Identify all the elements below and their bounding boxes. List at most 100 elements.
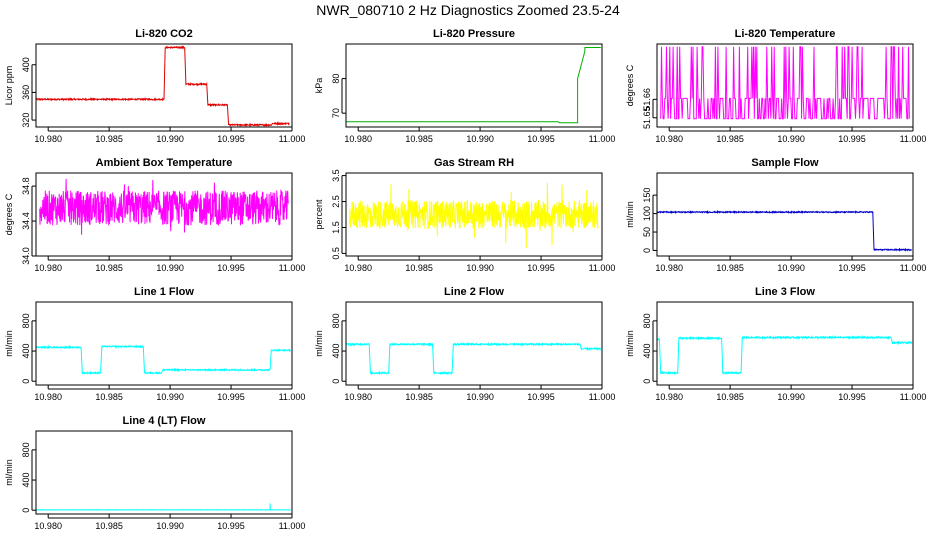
- y-tick-label: 70: [331, 108, 341, 118]
- plot-frame: [345, 43, 603, 128]
- x-tick-label: 10.980: [344, 134, 372, 144]
- x-tick-label: 10.985: [405, 134, 433, 144]
- x-tick-label: 10.985: [95, 134, 123, 144]
- x-tick-label: 11.000: [589, 392, 616, 402]
- y-tick-label: 400: [21, 473, 31, 488]
- x-tick-label: 10.980: [34, 521, 62, 531]
- y-tick-label: 51.65: [642, 107, 652, 130]
- y-tick-label: 400: [331, 344, 341, 359]
- y-tick-label: 800: [642, 313, 652, 328]
- series-line: [656, 210, 913, 252]
- panel-title: Li-820 Pressure: [433, 28, 515, 40]
- x-tick-label: 10.980: [655, 263, 683, 273]
- x-tick-label: 11.000: [589, 263, 616, 273]
- x-tick-label: 10.995: [527, 392, 555, 402]
- x-tick-label: 11.000: [279, 521, 306, 531]
- panel-title: Line 1 Flow: [134, 286, 194, 298]
- x-tick-label: 10.985: [405, 392, 433, 402]
- x-tick-label: 10.980: [34, 392, 62, 402]
- x-tick-label: 10.980: [34, 134, 62, 144]
- y-tick-label: 100: [642, 206, 652, 221]
- x-tick-label: 10.995: [527, 134, 555, 144]
- plot-frame: [35, 301, 293, 386]
- y-tick-label: 50: [642, 227, 652, 237]
- series-line: [36, 503, 291, 511]
- y-tick-label: 0: [642, 379, 652, 384]
- plot-frame: [656, 43, 914, 128]
- y-axis-label: ml/min: [4, 459, 14, 486]
- y-tick-label: 400: [21, 57, 31, 72]
- plot-frame: [35, 430, 293, 515]
- y-tick-label: 0: [642, 248, 652, 253]
- y-tick-label: 360: [21, 85, 31, 100]
- plot-frame: [35, 172, 293, 257]
- panel-title: Line 3 Flow: [755, 286, 815, 298]
- panel-2: Li-820 Pressure 10.980 10.985 10.990 10.995 1…: [314, 28, 615, 144]
- x-tick-label: 10.980: [655, 134, 683, 144]
- panel-10: Line 4 (LT) Flow 10.980 10.985 10.990 10.995…: [4, 415, 305, 531]
- plot-frame: [656, 172, 914, 257]
- x-tick-label: 10.985: [95, 263, 123, 273]
- y-tick-label: 400: [642, 344, 652, 359]
- y-axis-label: degrees C: [625, 64, 635, 106]
- x-tick-label: 11.000: [279, 263, 306, 273]
- x-tick-label: 10.985: [95, 392, 123, 402]
- x-tick-label: 10.990: [777, 263, 805, 273]
- x-tick-label: 10.980: [34, 263, 62, 273]
- y-tick-label: 0: [21, 379, 31, 384]
- x-tick-label: 10.995: [527, 263, 555, 273]
- x-tick-label: 10.990: [156, 134, 184, 144]
- x-tick-label: 11.000: [900, 392, 927, 402]
- plot-frame: [35, 43, 293, 128]
- x-tick-label: 10.990: [466, 392, 494, 402]
- series-line: [349, 182, 599, 249]
- panel-title: Line 4 (LT) Flow: [123, 415, 206, 427]
- panel-title: Gas Stream RH: [434, 157, 514, 169]
- x-tick-label: 10.990: [156, 392, 184, 402]
- plot-frame: [345, 301, 603, 386]
- y-tick-label: 2.5: [331, 195, 341, 208]
- panel-title: Ambient Box Temperature: [96, 157, 233, 169]
- y-tick-label: 34.0: [21, 247, 31, 265]
- y-tick-label: 800: [21, 442, 31, 457]
- series-line: [656, 334, 913, 376]
- x-tick-label: 11.000: [900, 134, 927, 144]
- x-tick-label: 10.995: [217, 521, 245, 531]
- series-line: [39, 178, 289, 235]
- panel-title: Sample Flow: [751, 157, 819, 169]
- x-tick-label: 10.990: [777, 392, 805, 402]
- x-tick-label: 10.990: [466, 263, 494, 273]
- panel-1: Li-820 CO2 10.980 10.985 10.990 10.995 11.000…: [4, 28, 305, 144]
- x-tick-label: 10.985: [716, 392, 744, 402]
- y-tick-label: 34.4: [21, 212, 31, 230]
- x-tick-label: 10.995: [217, 392, 245, 402]
- y-tick-label: 320: [21, 113, 31, 128]
- y-tick-label: 34.8: [21, 177, 31, 195]
- series-line: [345, 341, 601, 376]
- x-tick-label: 10.985: [716, 263, 744, 273]
- x-tick-label: 10.995: [838, 392, 866, 402]
- series-line: [346, 47, 601, 124]
- y-axis-label: ml/min: [625, 330, 635, 357]
- y-axis-label: degrees C: [4, 193, 14, 235]
- y-tick-label: 0: [21, 508, 31, 513]
- y-tick-label: 150: [642, 188, 652, 203]
- y-tick-label: 80: [331, 74, 341, 84]
- x-tick-label: 10.985: [716, 134, 744, 144]
- panel-title: Li-820 Temperature: [735, 28, 836, 40]
- y-axis-label: Licor ppm: [4, 66, 14, 106]
- series-line: [35, 45, 290, 128]
- y-tick-label: 3.5: [331, 169, 341, 182]
- page-title: NWR_080710 2 Hz Diagnostics Zoomed 23.5-…: [316, 2, 620, 18]
- series-line: [660, 46, 910, 120]
- panel-5: Gas Stream RH 10.980 10.985 10.990 10.995 11.…: [314, 157, 615, 273]
- x-tick-label: 11.000: [900, 263, 927, 273]
- panel-9: Line 3 Flow 10.980 10.985 10.990 10.995 11.00…: [625, 286, 926, 402]
- x-tick-label: 10.995: [217, 134, 245, 144]
- x-tick-label: 11.000: [279, 392, 306, 402]
- x-tick-label: 10.995: [838, 134, 866, 144]
- y-axis-label: ml/min: [314, 330, 324, 357]
- y-axis-label: ml/min: [625, 201, 635, 228]
- panel-4: Ambient Box Temperature 10.980 10.985 10.99…: [4, 157, 305, 273]
- x-tick-label: 10.980: [344, 392, 372, 402]
